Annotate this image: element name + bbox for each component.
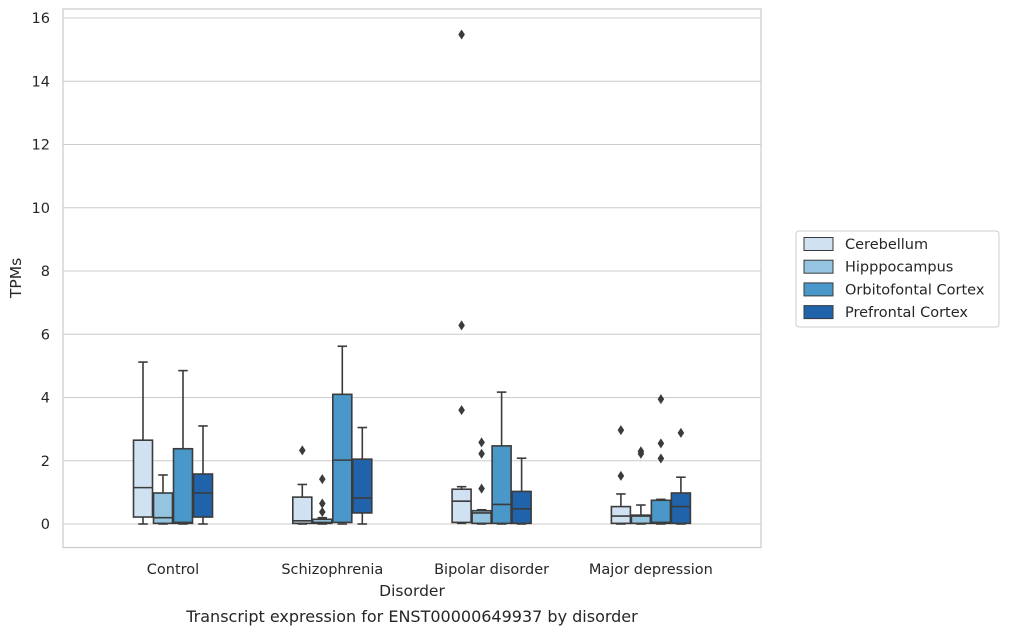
legend-swatch (803, 282, 834, 297)
outlier-point (458, 320, 465, 331)
series-orbitofontal-cortex (172, 345, 672, 525)
legend: Cerebellum Hipppocampus Orbitofontal Corte… (795, 230, 1000, 328)
outlier-point (458, 29, 465, 40)
y-tick-label: 2 (41, 454, 50, 470)
box (630, 514, 652, 525)
box (291, 496, 313, 525)
box-group (650, 394, 672, 525)
x-tick-label: Schizophrenia (281, 562, 383, 578)
box-group (172, 369, 194, 525)
box (650, 499, 672, 525)
x-tick-labels: Control Schizophrenia Bipolar disorder Majo… (147, 562, 713, 578)
outlier-point (319, 506, 326, 517)
y-tick-label: 0 (41, 517, 50, 533)
figure-caption: Transcript expression for ENST0000064993… (185, 607, 638, 626)
box-group (331, 345, 353, 525)
box (331, 393, 353, 524)
legend-swatch (803, 305, 834, 320)
outlier-point (677, 427, 685, 438)
legend-label: Cerebellum (845, 237, 928, 253)
y-tick-label: 16 (32, 11, 50, 27)
y-tick-label: 4 (41, 391, 50, 407)
outlier-point (319, 498, 326, 509)
legend-label: Hipppocampus (845, 260, 953, 276)
box (172, 447, 194, 525)
box-group (670, 427, 692, 525)
outlier-point (657, 394, 665, 405)
y-tick-label: 12 (32, 138, 50, 154)
box-group (451, 29, 472, 525)
box-group (351, 426, 373, 525)
outlier-point (478, 483, 485, 494)
box-group (471, 437, 492, 525)
outlier-point (319, 474, 326, 485)
box-groups (132, 29, 692, 525)
outlier-point (299, 445, 306, 456)
box (351, 458, 373, 514)
box (511, 490, 532, 525)
legend-frame (795, 230, 1000, 328)
box-group (291, 445, 313, 525)
box-group (491, 391, 512, 525)
y-tick-labels: 0 2 4 6 8 10 12 14 16 (32, 11, 50, 533)
box-group (152, 474, 174, 525)
box-group (192, 425, 214, 525)
outlier-point (657, 453, 665, 464)
outlier-point (617, 470, 625, 481)
box (132, 439, 154, 518)
box-group (132, 361, 154, 525)
legend-label: Orbitofontal Cortex (845, 282, 985, 298)
box (670, 492, 692, 525)
series-prefrontal-cortex (192, 425, 692, 525)
y-tick-label: 6 (41, 327, 50, 343)
box-group (610, 425, 632, 525)
y-tick-label: 10 (32, 201, 50, 217)
box-group (630, 446, 652, 525)
box (471, 509, 492, 525)
y-tick-label: 14 (32, 74, 50, 90)
x-tick-label: Control (147, 562, 199, 578)
x-tick-label: Major depression (589, 562, 713, 578)
box (311, 518, 333, 525)
outlier-point (637, 446, 645, 457)
box-group (311, 474, 333, 525)
legend-label: Prefrontal Cortex (845, 305, 968, 321)
box (610, 505, 632, 525)
outlier-point (478, 448, 485, 459)
legend-swatch (803, 259, 834, 274)
legend-swatch (803, 237, 834, 251)
box (152, 492, 174, 525)
box (451, 488, 472, 524)
box (192, 473, 214, 518)
outlier-point (657, 438, 665, 449)
gridlines (63, 17, 761, 525)
x-axis-title: Disorder (379, 582, 445, 600)
outlier-point (617, 425, 625, 436)
plot-frame (62, 8, 762, 549)
outlier-point (458, 405, 465, 416)
box (491, 445, 512, 525)
y-tick-label: 8 (41, 264, 50, 280)
box-group (511, 457, 532, 525)
series-cerebellum (132, 29, 632, 525)
x-tick-label: Bipolar disorder (434, 562, 549, 578)
outlier-point (478, 437, 485, 448)
series-hipppocampus (152, 437, 652, 525)
y-axis-title: TPMs (7, 258, 25, 299)
